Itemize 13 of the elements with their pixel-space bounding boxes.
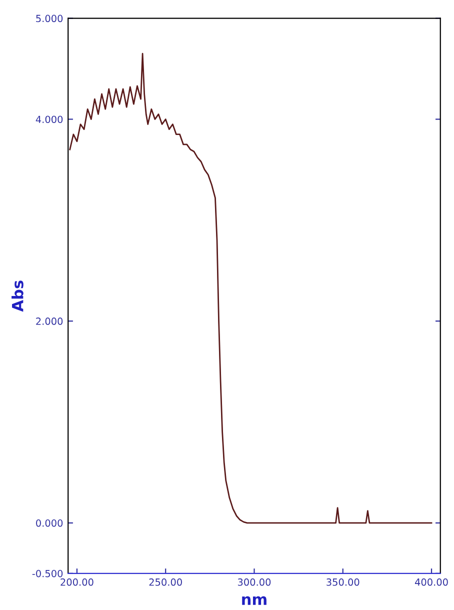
y-tick-label: 2.000 — [36, 318, 63, 325]
x-tick-label: 200.00 — [60, 578, 94, 586]
y-tick-label: -0.500 — [32, 570, 63, 578]
line-series — [69, 52, 432, 524]
x-tick-label: 300.00 — [238, 578, 271, 586]
x-tick-label: 350.00 — [326, 578, 360, 586]
y-tick-label: 5.000 — [36, 14, 63, 22]
x-tick-label: 250.00 — [149, 578, 182, 586]
x-axis-title: nm — [242, 596, 266, 605]
x-tick-label: 400.00 — [414, 578, 448, 586]
y-tick-label: 4.000 — [36, 116, 63, 124]
y-tick-label: 0.000 — [36, 519, 63, 527]
y-axis-title: Abs — [12, 280, 24, 312]
